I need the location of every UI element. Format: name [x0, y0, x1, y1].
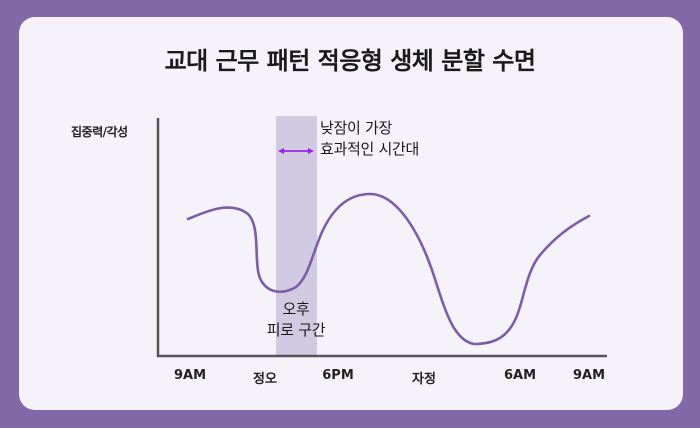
afternoon-slump-annotation: 오후 피로 구간 — [266, 299, 326, 341]
card-panel — [19, 17, 683, 410]
x-tick-6am: 6AM — [503, 368, 537, 383]
y-axis-label: 집중력/각성 — [71, 125, 128, 139]
x-tick-9am-start: 9AM — [173, 368, 207, 383]
x-tick-noon: 정오 — [253, 372, 277, 387]
nap-annotation-line1: 낮잠이 가장 — [320, 119, 392, 137]
afternoon-slump-band — [276, 116, 317, 356]
x-tick-9am-end: 9AM — [572, 368, 606, 383]
slump-annotation-line1: 오후 — [282, 300, 310, 318]
x-tick-6pm: 6PM — [322, 368, 354, 383]
slump-annotation-line2: 피로 구간 — [266, 321, 326, 339]
x-tick-midnight: 자정 — [412, 372, 436, 387]
page-title: 교대 근무 패턴 적응형 생체 분할 수면 — [164, 47, 536, 75]
alertness-curve — [186, 192, 591, 346]
nap-annotation-line2: 효과적인 시간대 — [320, 140, 419, 158]
nap-window-annotation: 낮잠이 가장 효과적인 시간대 — [320, 118, 419, 160]
double-arrow-icon — [278, 148, 314, 154]
